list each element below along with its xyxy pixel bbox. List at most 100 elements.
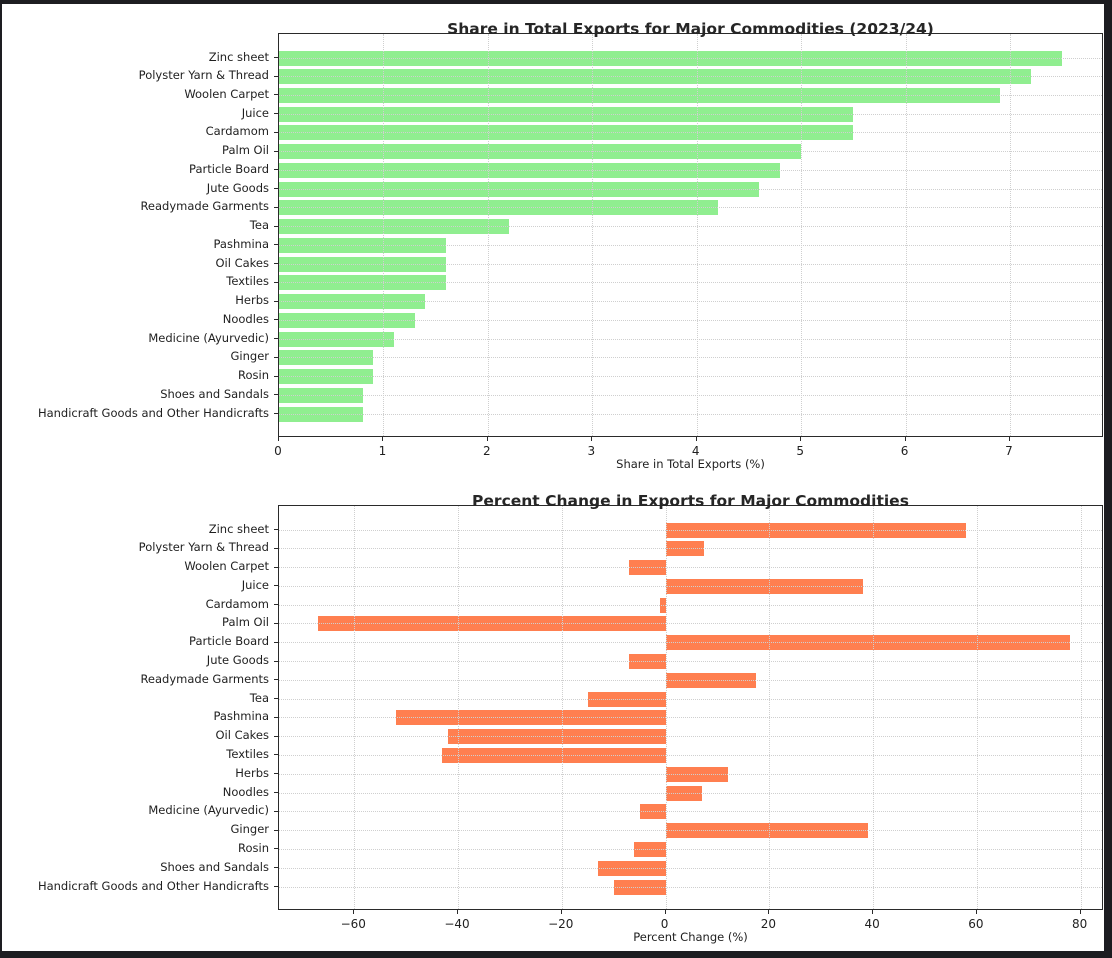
- y-gridline: [279, 57, 1102, 59]
- y-gridline: [279, 357, 1102, 359]
- x-tick-mark: [768, 910, 770, 914]
- y-category-label: Handicraft Goods and Other Handicrafts: [37, 878, 269, 893]
- y-category-label: Pashmina: [213, 709, 269, 724]
- y-category-label: Noodles: [222, 311, 269, 326]
- x-gridline: [905, 34, 907, 436]
- x-tick-mark: [382, 437, 384, 441]
- x-gridline: [1080, 506, 1082, 909]
- x-tick-label: −20: [548, 917, 574, 931]
- y-gridline: [279, 76, 1102, 78]
- x-tick-label: 3: [587, 444, 596, 458]
- y-category-label: Cardamom: [205, 596, 269, 611]
- y-category-label: Palm Oil: [222, 143, 269, 158]
- y-category-label: Noodles: [222, 784, 269, 799]
- y-tick-mark: [274, 716, 278, 718]
- y-tick-mark: [274, 319, 278, 321]
- y-category-label: Particle Board: [189, 634, 269, 649]
- x-gridline: [976, 506, 978, 909]
- y-category-label: Woolen Carpet: [184, 86, 269, 101]
- y-gridline: [279, 132, 1102, 134]
- x-tick-label: 40: [864, 917, 880, 931]
- y-tick-mark: [274, 394, 278, 396]
- x-tick-label: 80: [1072, 917, 1088, 931]
- frame-edge-top: [0, 0, 1112, 4]
- y-tick-mark: [274, 886, 278, 887]
- y-tick-mark: [274, 679, 278, 681]
- y-tick-mark: [274, 547, 278, 549]
- x-tick-label: 7: [1005, 444, 1013, 458]
- y-gridline: [279, 301, 1102, 303]
- x-tick-label: 0: [274, 444, 282, 458]
- x-tick-mark: [353, 910, 355, 914]
- frame-edge-left: [0, 0, 2, 958]
- x-tick-mark: [1009, 437, 1010, 441]
- y-gridline: [279, 529, 1102, 531]
- y-tick-mark: [274, 75, 278, 77]
- y-gridline: [279, 188, 1102, 190]
- y-tick-mark: [274, 529, 278, 530]
- y-gridline: [279, 585, 1102, 587]
- x-tick-label: 5: [796, 444, 804, 458]
- y-tick-mark: [274, 244, 278, 246]
- y-category-label: Ginger: [230, 349, 270, 364]
- y-category-label: Shoes and Sandals: [160, 859, 269, 874]
- y-gridline: [279, 548, 1102, 550]
- chart-title: Share in Total Exports for Major Commodi…: [447, 19, 934, 38]
- x-tick-label: 60: [968, 917, 984, 931]
- y-category-label: Shoes and Sandals: [160, 386, 269, 401]
- y-gridline: [279, 623, 1102, 625]
- y-tick-mark: [274, 338, 278, 340]
- y-gridline: [279, 319, 1102, 321]
- y-tick-mark: [274, 150, 278, 152]
- y-gridline: [279, 754, 1102, 756]
- y-gridline: [279, 792, 1102, 794]
- y-gridline: [279, 642, 1102, 644]
- y-gridline: [279, 567, 1102, 569]
- y-category-label: Particle Board: [189, 161, 269, 176]
- y-category-label: Textiles: [226, 746, 269, 761]
- y-gridline: [279, 773, 1102, 775]
- y-gridline: [279, 338, 1102, 340]
- y-gridline: [279, 679, 1102, 681]
- y-tick-mark: [274, 867, 278, 869]
- y-category-label: Medicine (Ayurvedic): [148, 803, 269, 818]
- x-tick-mark: [278, 437, 279, 441]
- x-tick-mark: [975, 910, 977, 914]
- y-tick-mark: [274, 300, 278, 302]
- y-category-label: Juice: [241, 105, 269, 120]
- y-gridline: [279, 698, 1102, 700]
- y-gridline: [279, 226, 1102, 228]
- y-gridline: [279, 413, 1102, 415]
- y-category-label: Juice: [241, 577, 269, 592]
- y-gridline: [279, 830, 1102, 832]
- y-gridline: [279, 169, 1102, 171]
- y-tick-mark: [274, 792, 278, 794]
- x-gridline: [665, 506, 667, 909]
- y-tick-mark: [274, 566, 278, 568]
- y-category-label: Woolen Carpet: [184, 559, 269, 574]
- x-gridline: [561, 506, 563, 909]
- y-tick-mark: [274, 641, 278, 643]
- x-tick-label: 2: [483, 444, 491, 458]
- x-gridline: [354, 506, 356, 909]
- y-category-label: Polyster Yarn & Thread: [138, 68, 269, 83]
- y-tick-mark: [274, 113, 278, 115]
- y-tick-mark: [274, 848, 278, 850]
- x-tick-mark: [591, 437, 593, 441]
- x-tick-mark: [1079, 910, 1081, 914]
- y-category-label: Jute Goods: [206, 653, 269, 668]
- y-category-label: Readymade Garments: [140, 671, 269, 686]
- y-gridline: [279, 394, 1102, 396]
- y-category-label: Jute Goods: [206, 180, 269, 195]
- y-category-label: Medicine (Ayurvedic): [148, 330, 269, 345]
- x-gridline: [769, 506, 771, 909]
- y-category-label: Oil Cakes: [215, 255, 270, 270]
- y-tick-mark: [274, 94, 278, 96]
- x-tick-mark: [486, 437, 488, 441]
- y-gridline: [279, 848, 1102, 850]
- y-category-label: Tea: [249, 690, 269, 705]
- y-tick-mark: [274, 698, 278, 700]
- x-gridline: [487, 34, 489, 436]
- x-gridline: [592, 34, 594, 436]
